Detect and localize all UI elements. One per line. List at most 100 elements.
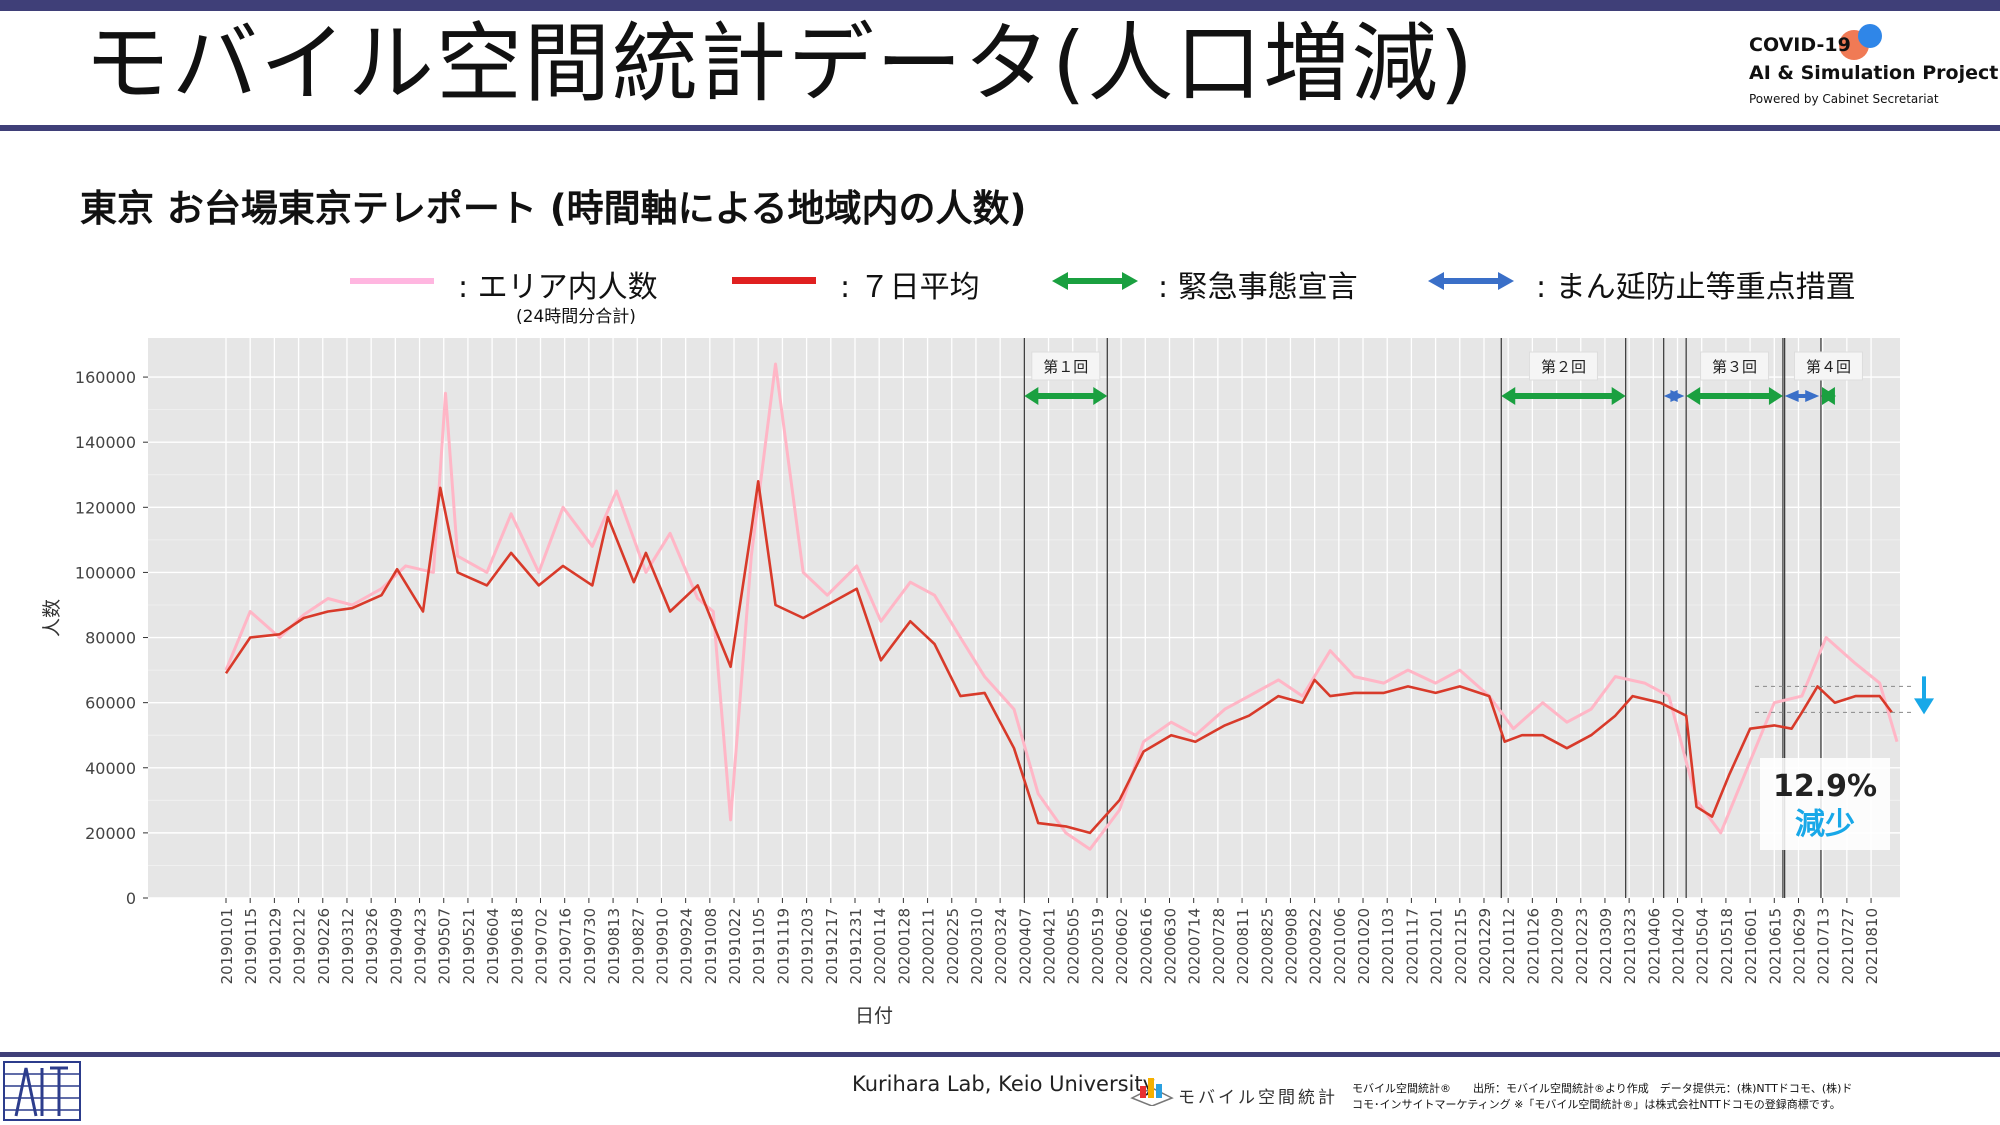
event-label-box: [1528, 351, 1598, 381]
project-logo: COVID-19 AI & Simulation Project Powered…: [1745, 22, 1999, 122]
y-tick-label: 40000: [85, 759, 136, 778]
x-tick-label: 20201215: [1452, 908, 1470, 984]
y-tick-label: 100000: [75, 563, 136, 582]
x-tick-label: 20200407: [1016, 908, 1034, 984]
x-tick-label: 20200811: [1234, 908, 1252, 984]
x-tick-label: 20210810: [1863, 908, 1881, 984]
x-tick-label: 20190507: [436, 908, 454, 984]
annotation-box: [1760, 758, 1890, 850]
x-tick-label: 20190618: [508, 908, 526, 984]
x-tick-label: 20190129: [266, 908, 284, 984]
annotation-percent: 12.9%: [1773, 769, 1877, 804]
legend-label-emergency: : 緊急事態宣言: [1158, 270, 1358, 305]
logo-line2: AI & Simulation Project: [1749, 62, 1999, 84]
logo-blue-dot: [1858, 24, 1882, 48]
header-underline: [0, 125, 2000, 131]
x-tick-label: 20200225: [944, 908, 962, 984]
x-tick-label: 20190212: [291, 908, 309, 984]
x-axis-title: 日付: [855, 1005, 893, 1027]
logo-line3: Powered by Cabinet Secretariat: [1749, 92, 1939, 106]
x-tick-label: 20200630: [1161, 908, 1179, 984]
x-tick-label: 20210727: [1839, 908, 1857, 984]
x-tick-label: 20201103: [1379, 908, 1397, 984]
legend-label-area: : エリア内人数: [458, 270, 658, 305]
x-tick-label: 20200324: [992, 908, 1010, 984]
legend-item-emergency: : 緊急事態宣言: [1052, 258, 1392, 308]
y-tick-label: 140000: [75, 433, 136, 452]
x-tick-label: 20200114: [871, 908, 889, 984]
x-tick-label: 20210309: [1597, 908, 1615, 984]
logo-line1: COVID-19: [1749, 34, 1851, 56]
chart-subtitle: 東京 お台場東京テレポート (時間軸による地域内の人数): [80, 187, 1027, 230]
x-tick-label: 20210406: [1645, 908, 1663, 984]
x-tick-label: 20200602: [1113, 908, 1131, 984]
legend-item-area: : エリア内人数: [350, 258, 710, 308]
event-arrow-icon: [1820, 387, 1836, 405]
x-tick-label: 20200505: [1065, 908, 1083, 984]
keio-lab-logo-icon: [3, 1061, 81, 1121]
x-tick-label: 20201117: [1403, 908, 1421, 984]
x-tick-label: 20190702: [532, 908, 550, 984]
legend-note-area: (24時間分合計): [516, 307, 636, 327]
y-axis-title: 人数: [41, 599, 63, 637]
line-chart: 第１回 第２回 第３回 第４回 0 20000 40000 60000 80000 100000…: [41, 338, 1934, 1027]
event-label-box: [1031, 351, 1101, 381]
y-tick-label: 80000: [85, 629, 136, 648]
x-tick-label: 20201229: [1476, 908, 1494, 984]
x-tick-label: 20201201: [1428, 908, 1446, 984]
event-arrow-icon: [1663, 390, 1685, 402]
event-arrow-icon: [1024, 387, 1108, 405]
x-tick-label: 20190730: [581, 908, 599, 984]
x-tick-label: 20190827: [629, 908, 647, 984]
x-tick-label: 20210601: [1742, 908, 1760, 984]
legend-swatch-semi-arrow-icon: [1428, 272, 1514, 290]
legend-swatch-emergency-arrow-icon: [1052, 272, 1138, 290]
x-tick-label: 20191105: [750, 908, 768, 984]
x-tick-label: 20200211: [920, 908, 938, 984]
x-tick-label: 20191022: [726, 908, 744, 984]
x-tick-label: 20201020: [1355, 908, 1373, 984]
x-tick-label: 20190910: [653, 908, 671, 984]
x-tick-label: 20210209: [1549, 908, 1567, 984]
x-tick-label: 20210504: [1694, 908, 1712, 984]
x-tick-label: 20200519: [1089, 908, 1107, 984]
legend-item-avg: : ７日平均: [732, 258, 1032, 308]
legend-swatch-avg: [732, 277, 816, 284]
legend-item-semi: : まん延防止等重点措置: [1428, 258, 1908, 308]
x-tick-label: 20200922: [1307, 908, 1325, 984]
legend-swatch-area: [350, 278, 434, 284]
x-tick-label: 20190226: [315, 908, 333, 984]
down-arrow-icon: [1914, 676, 1934, 715]
footer-credit: Kurihara Lab, Keio University: [852, 1072, 1156, 1096]
x-tick-label: 20190115: [242, 908, 260, 984]
x-tick-label: 20190604: [484, 908, 502, 984]
event-arrow-icon: [1686, 387, 1783, 405]
footer-source-line2: コモ･インサイトマーケティング ※「モバイル空間統計®」は株式会社NTTドコモの…: [1352, 1098, 1841, 1111]
legend-label-avg: : ７日平均: [840, 270, 980, 305]
x-tick-label: 20191008: [702, 908, 720, 984]
x-tick-label: 20200728: [1210, 908, 1228, 984]
footer-source-line1: モバイル空間統計® 出所：モバイル空間統計®より作成 データ提供元：(株)NTT…: [1352, 1082, 1853, 1095]
x-tick-label: 20210518: [1718, 908, 1736, 984]
x-tick-label: 20190326: [363, 908, 381, 984]
x-tick-label: 20191203: [799, 908, 817, 984]
x-tick-label: 20210713: [1815, 908, 1833, 984]
x-tick-label: 20210420: [1670, 908, 1688, 984]
x-tick-label: 20200616: [1137, 908, 1155, 984]
y-tick-label: 160000: [75, 368, 136, 387]
y-tick-label: 60000: [85, 694, 136, 713]
event-arrow-icon: [1784, 390, 1820, 402]
x-tick-label: 20210323: [1621, 908, 1639, 984]
event-label-box: [1793, 351, 1863, 381]
x-tick-label: 20200310: [968, 908, 986, 984]
top-border: [0, 0, 2000, 11]
x-tick-label: 20210629: [1790, 908, 1808, 984]
legend-label-semi: : まん延防止等重点措置: [1536, 270, 1856, 305]
y-tick-label: 20000: [85, 824, 136, 843]
x-tick-label: 20200825: [1258, 908, 1276, 984]
page-title: モバイル空間統計データ(人口増減): [84, 14, 1476, 114]
x-tick-label: 20190813: [605, 908, 623, 984]
event-label-box: [1700, 351, 1770, 381]
annotation-label: 減少: [1795, 807, 1855, 842]
x-tick-label: 20200128: [895, 908, 913, 984]
